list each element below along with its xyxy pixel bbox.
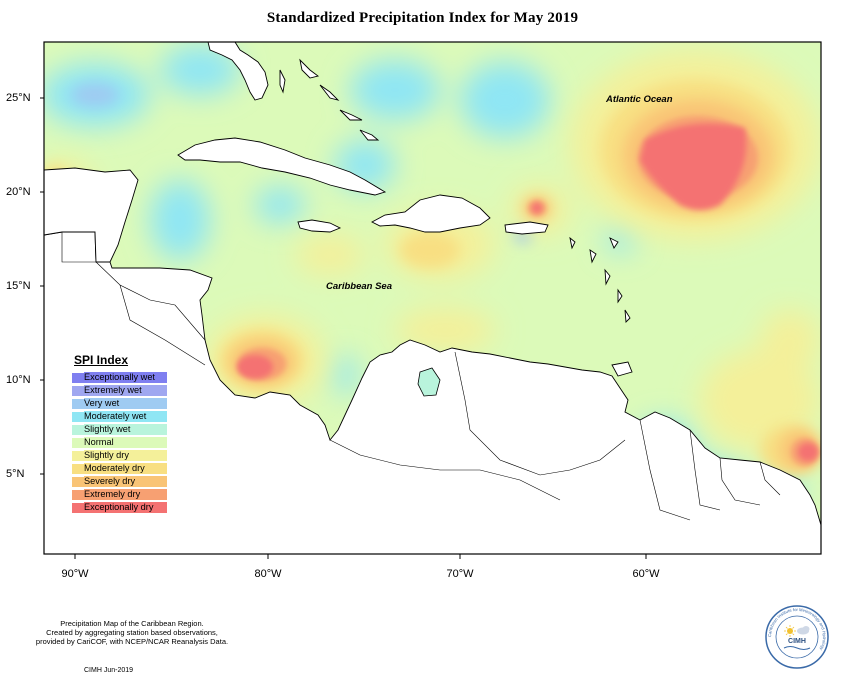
legend-swatch [72, 489, 84, 500]
legend-swatch [72, 398, 84, 409]
footer-line-1: Precipitation Map of the Caribbean Regio… [60, 619, 204, 628]
footer-date: CIMH Jun-2019 [84, 667, 134, 674]
legend-swatch [72, 463, 84, 474]
axis-ticks [40, 97, 647, 559]
spi-field [44, 42, 821, 554]
legend-swatch [72, 476, 84, 487]
legend-label: Slightly dry [84, 450, 167, 461]
lat-label-20n: 20°N [6, 186, 31, 198]
legend-item: Exceptionally wet [72, 371, 167, 384]
legend-swatch [72, 424, 84, 435]
legend-label: Exceptionally wet [84, 372, 167, 383]
map-title: Standardized Precipitation Index for May… [266, 10, 579, 26]
legend-item: Severely dry [72, 475, 167, 488]
cloud-icon [797, 626, 810, 635]
legend-label: Extremely dry [84, 489, 167, 500]
legend-label: Moderately dry [84, 463, 167, 474]
legend-swatch [72, 450, 84, 461]
lon-label-80w: 80°W [254, 568, 282, 580]
sun-icon [784, 625, 796, 637]
footer-note: Precipitation Map of the Caribbean Regio… [12, 619, 252, 646]
legend-label: Extremely wet [84, 385, 167, 396]
jamaica [297, 219, 342, 233]
legend-item: Extremely dry [72, 488, 167, 501]
lon-label-90w: 90°W [61, 568, 89, 580]
legend-title: SPI Index [74, 353, 129, 367]
hispaniola [371, 194, 491, 233]
legend-item: Slightly wet [72, 423, 167, 436]
lat-label-10n: 10°N [6, 374, 31, 386]
legend-label: Severely dry [84, 476, 167, 487]
lat-label-25n: 25°N [6, 92, 31, 104]
svg-text:CIMH: CIMH [788, 638, 806, 645]
legend-label: Moderately wet [84, 411, 167, 422]
legend-item: Slightly dry [72, 449, 167, 462]
spi-legend: SPI Index Exceptionally wet Extremely wet… [72, 353, 167, 514]
puerto-rico [504, 221, 549, 235]
cimh-logo: Caribbean Institute for Meteorology and … [765, 605, 829, 669]
legend-swatch [72, 385, 84, 396]
legend-label: Slightly wet [84, 424, 167, 435]
atlantic-ocean-label: Atlantic Ocean [606, 94, 673, 105]
legend-swatch [72, 372, 84, 383]
legend-item: Moderately wet [72, 410, 167, 423]
dry-areas [44, 50, 820, 475]
lat-label-15n: 15°N [6, 280, 31, 292]
yucatan [44, 167, 139, 263]
lon-label-60w: 60°W [632, 568, 660, 580]
footer-line-2: Created by aggregating station based obs… [46, 628, 218, 637]
legend-label: Very wet [84, 398, 167, 409]
legend-label: Exceptionally dry [84, 502, 167, 513]
legend-swatch [72, 502, 84, 513]
legend-swatch [72, 437, 84, 448]
cuba [177, 137, 387, 196]
map-frame [43, 41, 822, 555]
legend-item: Very wet [72, 397, 167, 410]
legend-item: Exceptionally dry [72, 501, 167, 514]
florida [207, 42, 269, 101]
legend-swatch [72, 411, 84, 422]
country-borders [61, 232, 781, 521]
legend-item: Extremely wet [72, 384, 167, 397]
legend-item: Moderately dry [72, 462, 167, 475]
legend-item: Normal [72, 436, 167, 449]
lake-maracaibo [417, 367, 441, 397]
lat-label-5n: 5°N [6, 468, 25, 480]
lon-label-70w: 70°W [446, 568, 474, 580]
caribbean-sea-label: Caribbean Sea [326, 281, 392, 292]
legend-label: Normal [84, 437, 167, 448]
footer-line-3: provided by CariCOF, with NCEP/NCAR Rean… [35, 637, 229, 646]
